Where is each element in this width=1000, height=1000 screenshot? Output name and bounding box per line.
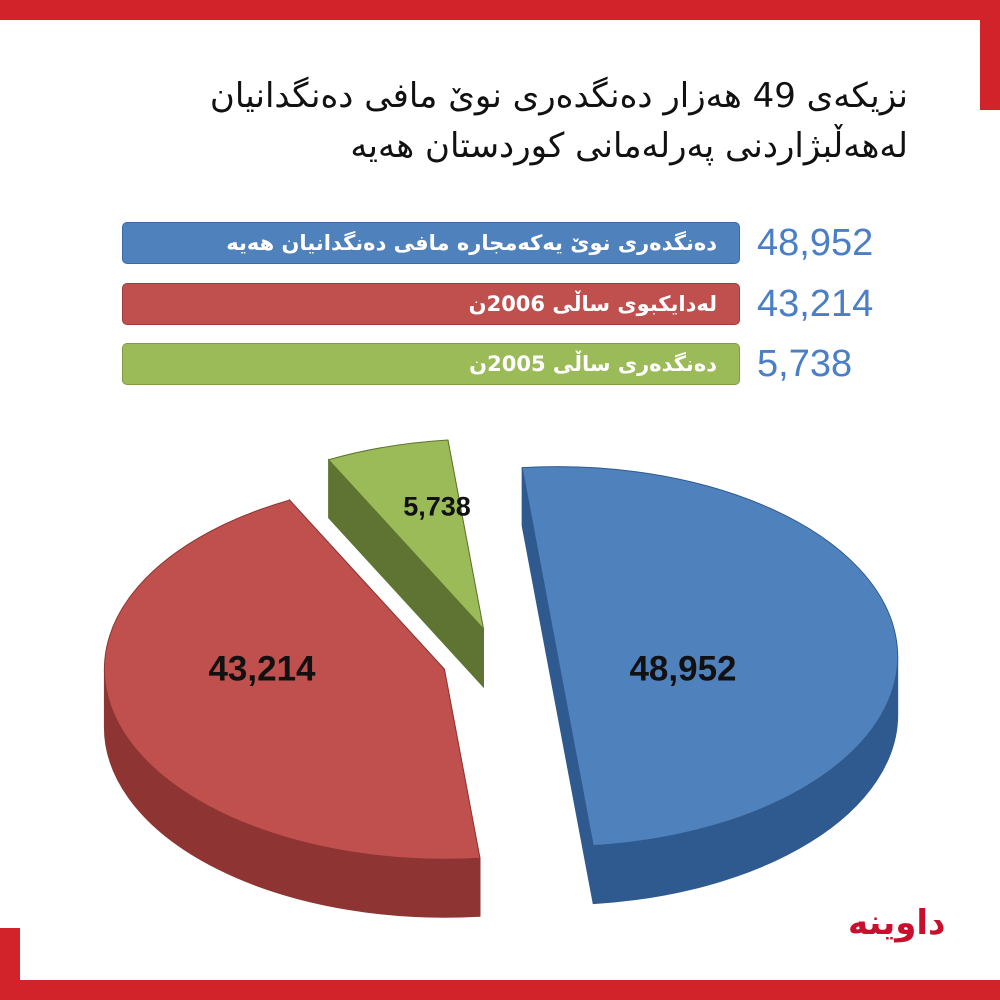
legend-box-new-voters: دەنگدەری نوێ یەکەمجارە مافی دەنگدانیان ه… (122, 222, 740, 264)
pie-slice-new-voters (521, 466, 898, 847)
legend-value-born-2006: 43,214 (757, 283, 874, 325)
legend-box-voters-2005: دەنگدەری ساڵی 2005ن (122, 343, 740, 385)
pie-slice-voters-2005 (327, 439, 485, 631)
legend-label-born-2006: لەدایکبوی ساڵی 2006ن (468, 292, 717, 316)
frame-top-bar (0, 0, 1000, 20)
legend-value-new-voters: 48,952 (757, 222, 874, 264)
pie-slice-born-2006 (103, 499, 481, 860)
pie-label-voters-2005: 5,738 (403, 492, 471, 522)
brand-logo: داوینە (848, 903, 946, 943)
pie-label-born-2006: 43,214 (208, 650, 316, 689)
legend-value-voters-2005: 5,738 (757, 343, 853, 385)
legend-box-born-2006: لەدایکبوی ساڵی 2006ن (122, 283, 740, 325)
frame-right-bar (980, 0, 1000, 110)
legend-label-voters-2005: دەنگدەری ساڵی 2005ن (469, 352, 717, 376)
page-title-line-1: نزیکەی 49 هەزار دەنگدەری نوێ مافی دەنگدا… (209, 76, 908, 116)
page-title-line-2: لەهەڵبژاردنی پەرلەمانی کوردستان هەیە (350, 126, 908, 166)
legend-label-new-voters: دەنگدەری نوێ یەکەمجارە مافی دەنگدانیان ه… (226, 231, 717, 255)
pie-label-new-voters: 48,952 (629, 650, 736, 689)
frame-bottom-bar (0, 980, 1000, 1000)
